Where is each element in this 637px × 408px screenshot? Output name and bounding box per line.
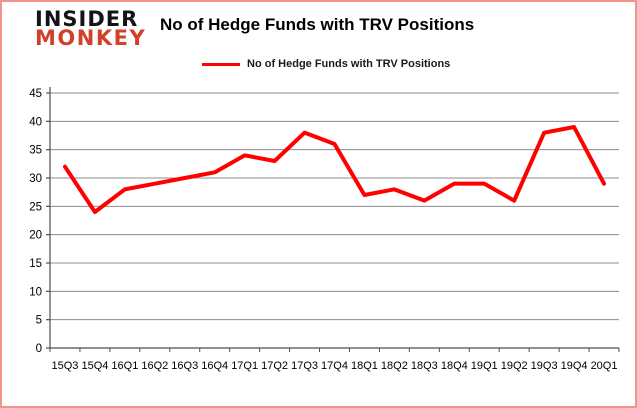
- x-tick-label: 19Q1: [471, 360, 498, 372]
- x-tick-label: 19Q2: [501, 360, 528, 372]
- x-tick-label: 17Q2: [261, 360, 288, 372]
- x-tick-label: 18Q2: [381, 360, 408, 372]
- y-tick-label: 15: [29, 258, 42, 270]
- y-tick-label: 5: [36, 315, 42, 327]
- x-tick-label: 15Q4: [81, 360, 108, 372]
- y-tick-label: 10: [29, 286, 42, 298]
- x-tick-label: 16Q1: [111, 360, 138, 372]
- y-tick-label: 0: [36, 343, 42, 355]
- chart-legend: No of Hedge Funds with TRV Positions: [202, 58, 450, 70]
- x-tick-label: 20Q1: [591, 360, 618, 372]
- x-tick-label: 18Q3: [411, 360, 438, 372]
- x-tick-label: 15Q3: [52, 360, 79, 372]
- x-tick-label: 18Q4: [441, 360, 468, 372]
- y-tick-label: 30: [29, 173, 42, 185]
- legend-line-swatch: [202, 62, 240, 66]
- y-tick-label: 40: [29, 116, 42, 128]
- logo-text-monkey: MONKEY: [35, 26, 147, 51]
- x-tick-label: 16Q2: [141, 360, 168, 372]
- trend-line: [62, 125, 607, 214]
- y-tick-label: 45: [29, 88, 42, 100]
- y-tick-label: 25: [29, 201, 42, 213]
- x-tick-label: 17Q4: [321, 360, 348, 372]
- y-tick-label: 20: [29, 230, 42, 242]
- insider-monkey-logo: INSIDER MONKEY: [35, 7, 147, 51]
- y-tick-label: 35: [29, 145, 42, 157]
- x-tick-label: 16Q4: [201, 360, 228, 372]
- x-tick-label: 17Q1: [231, 360, 258, 372]
- x-tick-label: 19Q4: [561, 360, 588, 372]
- x-tick-label: 17Q3: [291, 360, 318, 372]
- logo-text-insider: INSIDER: [35, 7, 139, 31]
- x-tick-label: 19Q3: [531, 360, 558, 372]
- x-tick-label: 16Q3: [171, 360, 198, 372]
- x-tick-label: 18Q1: [351, 360, 378, 372]
- legend-label: No of Hedge Funds with TRV Positions: [247, 58, 451, 70]
- chart-title: No of Hedge Funds with TRV Positions: [160, 15, 475, 34]
